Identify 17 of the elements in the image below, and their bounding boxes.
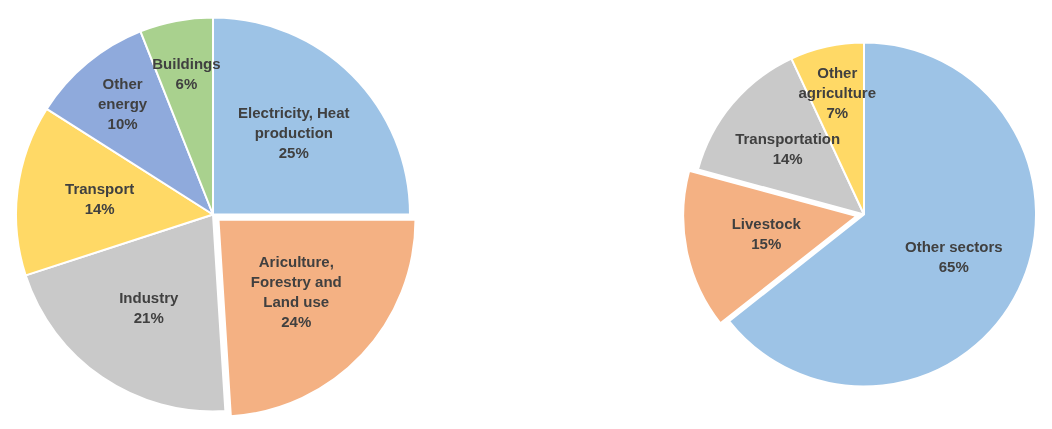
slice-label: Other sectors (905, 238, 1003, 256)
data-label: 25% (278, 143, 309, 161)
data-label: 10% (107, 115, 138, 133)
data-label: 15% (751, 234, 782, 252)
data-label: 65% (938, 258, 969, 276)
data-label: 14% (772, 150, 803, 168)
data-label: 7% (826, 103, 849, 121)
slice-label: Livestock (731, 214, 802, 232)
data-label: 6% (175, 75, 198, 93)
data-label: 21% (133, 309, 164, 327)
slice-label: Other energy (97, 75, 148, 113)
slice-label: Ariculture, Forestry and Land use (250, 252, 342, 310)
data-label: 24% (281, 312, 312, 330)
slice-label: Transport (65, 180, 135, 198)
data-label: 14% (84, 200, 115, 218)
slice-label: Electricity, Heat production (238, 103, 350, 141)
slice-label: Industry (119, 289, 180, 307)
